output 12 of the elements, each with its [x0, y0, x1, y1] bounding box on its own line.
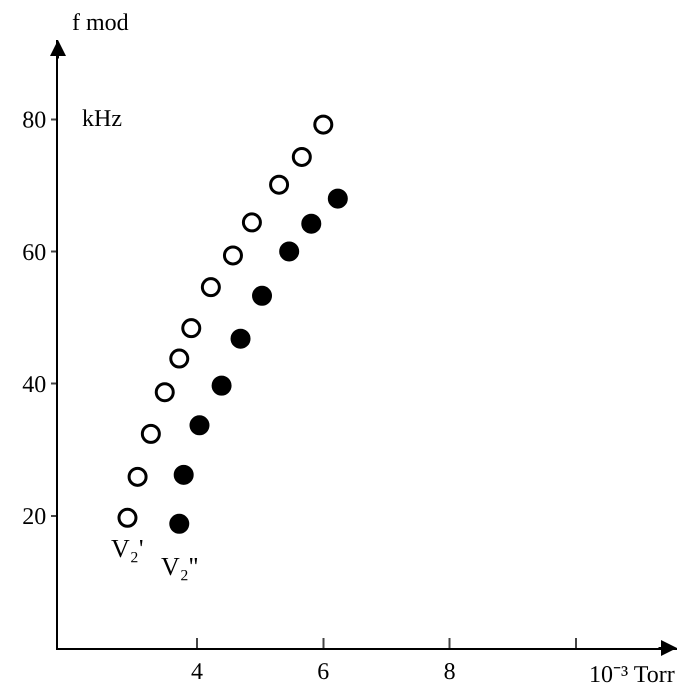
y-tick-label: 40	[22, 372, 46, 398]
x-tick-label: 8	[444, 658, 456, 685]
y-tick-label: 80	[22, 108, 46, 134]
x-tick-label: 4	[190, 658, 203, 685]
annotation: kHz	[82, 106, 122, 132]
y-axis-title: f mod	[72, 10, 129, 36]
x-tick-label: 6	[317, 658, 330, 685]
y-tick-label: 20	[22, 504, 46, 530]
x-axis-title: 10⁻³ Torr	[589, 662, 675, 688]
series-label: V₂'	[111, 534, 144, 563]
series-label: V₂''	[161, 552, 198, 581]
y-tick-label: 60	[22, 240, 46, 266]
